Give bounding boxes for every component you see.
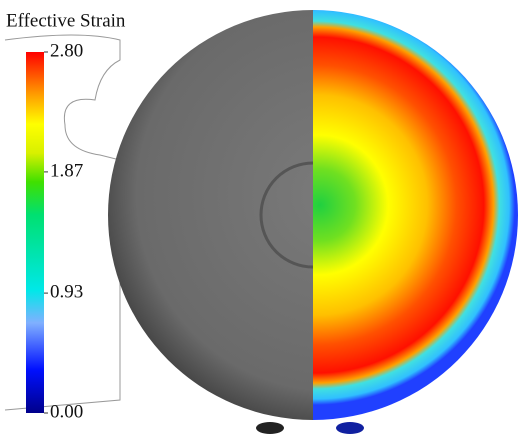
figure: Effective Strain 2.80 1.87 0.93 0.00 xyxy=(0,0,523,434)
tick-label: 1.87 xyxy=(50,160,83,181)
colorbar-title: Effective Strain xyxy=(6,10,126,31)
tick-label: 0.00 xyxy=(50,401,83,422)
part-foot xyxy=(256,422,284,434)
colorbar xyxy=(26,52,44,413)
part-foot xyxy=(336,422,364,434)
tick-label: 2.80 xyxy=(50,40,83,61)
tick-label: 0.93 xyxy=(50,281,83,302)
colorbar-ticks: 2.80 1.87 0.93 0.00 xyxy=(44,40,83,422)
die-outline xyxy=(5,35,120,410)
